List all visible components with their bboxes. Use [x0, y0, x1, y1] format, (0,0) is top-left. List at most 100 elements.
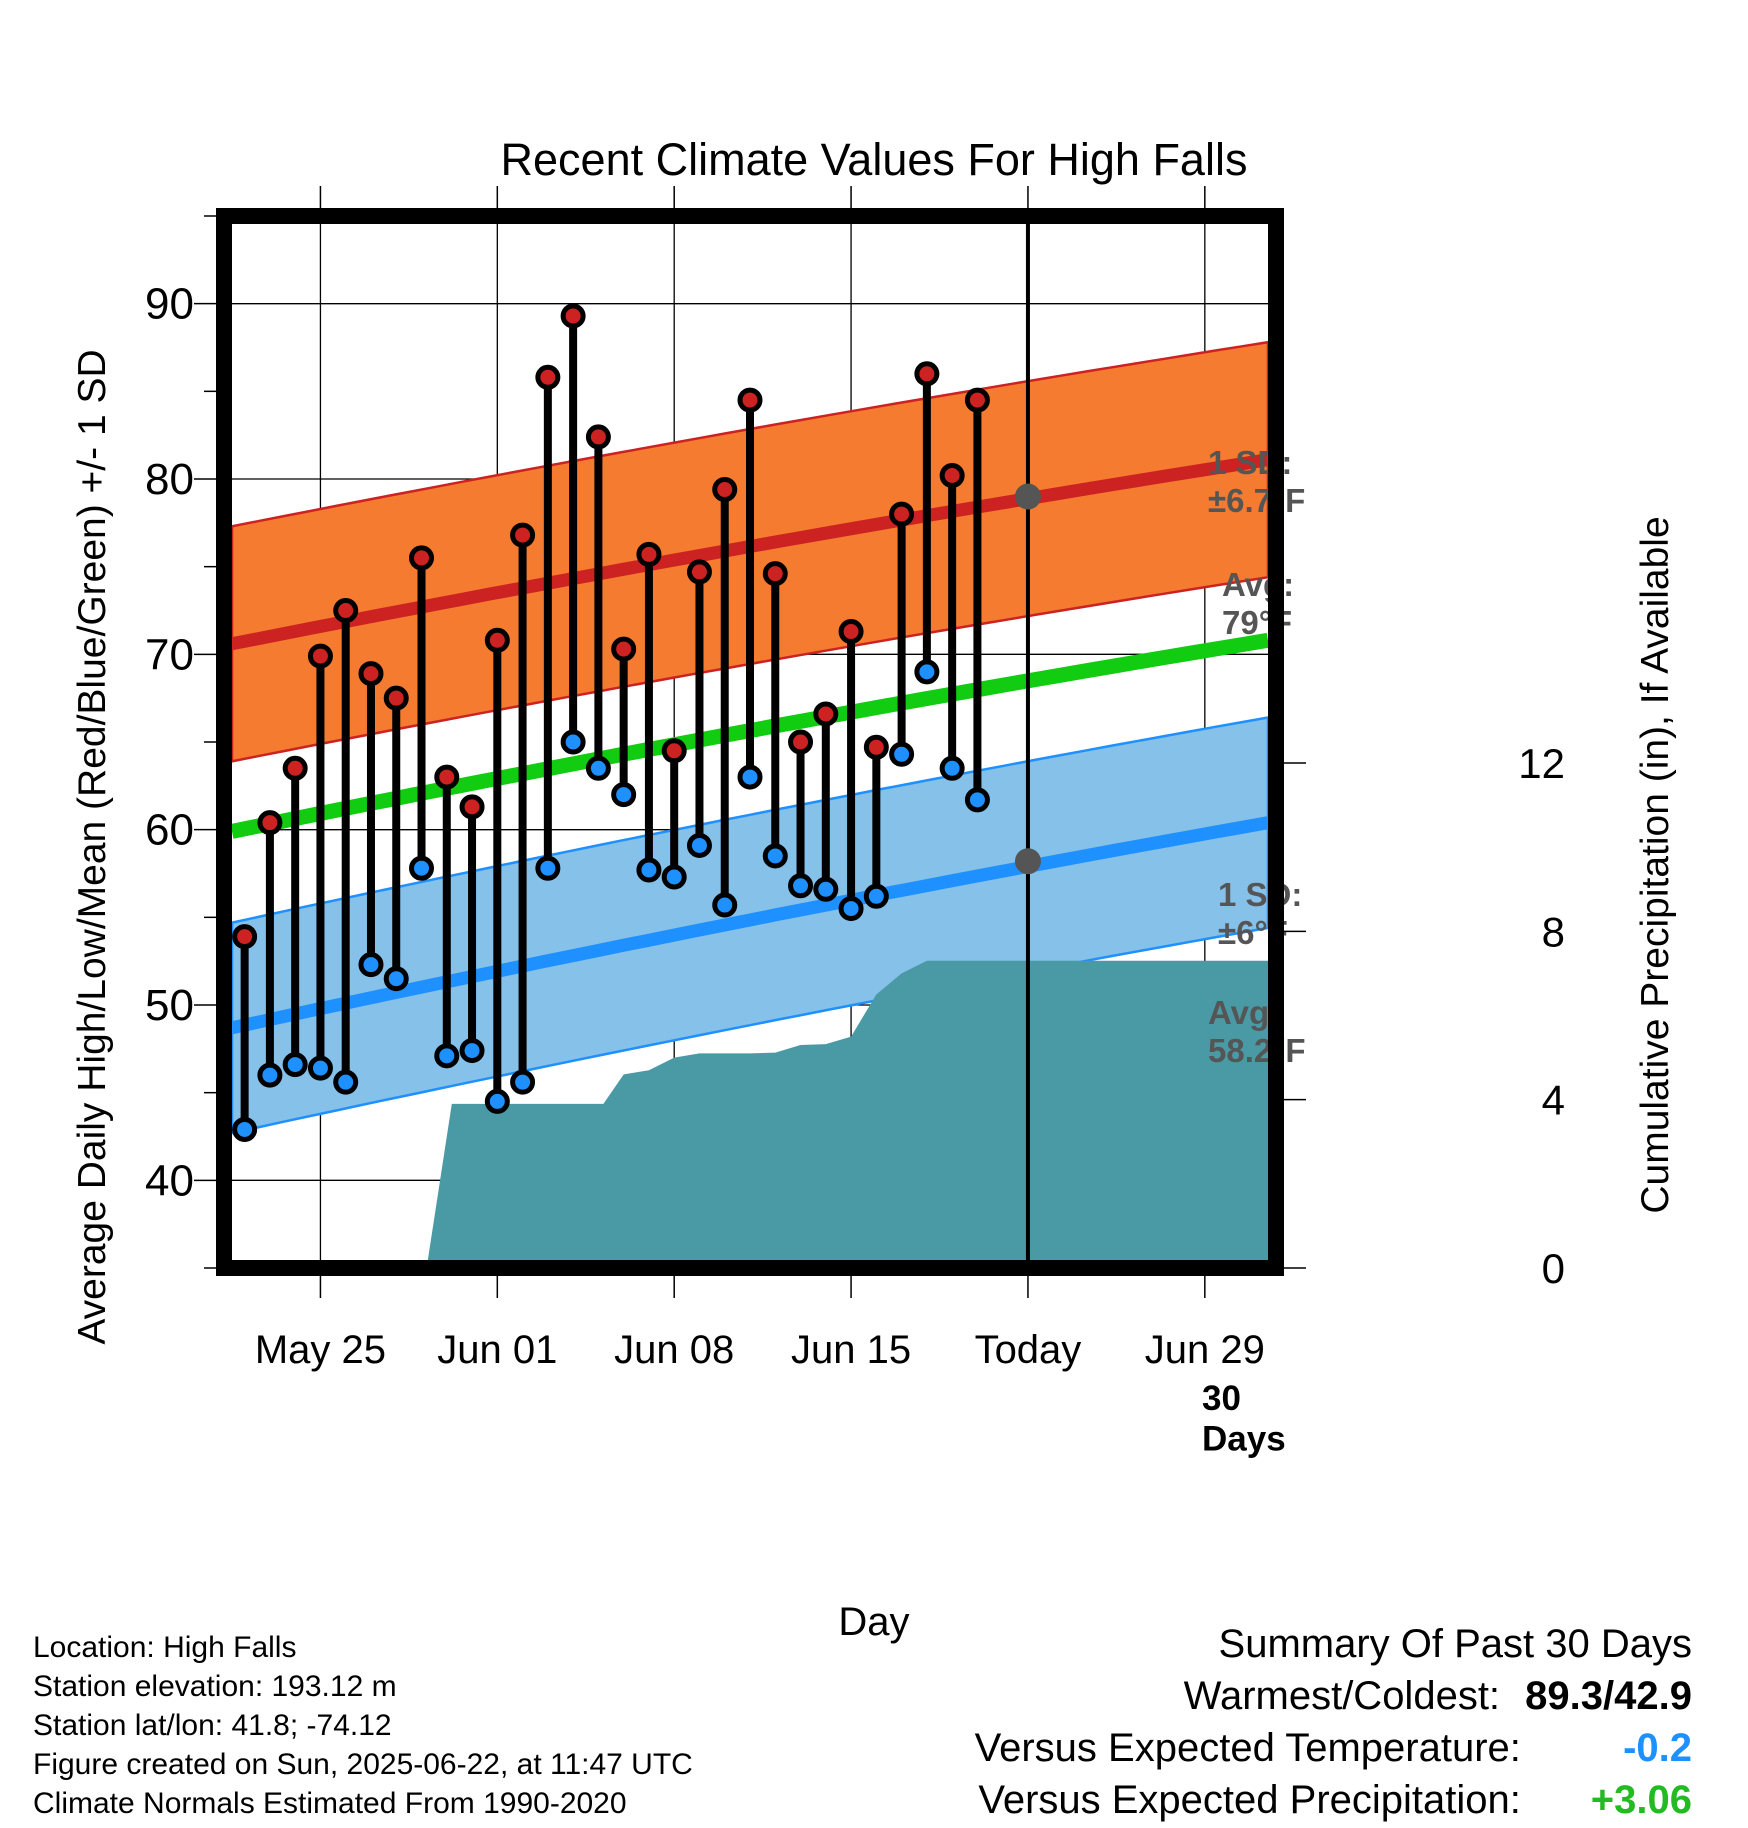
daily-high-point — [712, 477, 738, 503]
daily-low-point — [409, 855, 435, 881]
elevation-text: Station elevation: 193.12 m — [33, 1670, 397, 1703]
warm-cold-row: Warmest/Coldest: 89.3/42.9 — [975, 1670, 1692, 1722]
precip-area — [427, 960, 1268, 1260]
precip-row: Versus Expected Precipitation: +3.06 — [975, 1774, 1692, 1826]
x-tick-label: May 25 — [255, 1328, 386, 1372]
daily-low-point — [838, 896, 864, 922]
daily-low-point — [358, 952, 384, 978]
y-left-tick-label: 70 — [145, 630, 194, 679]
daily-low-point — [257, 1062, 283, 1088]
daily-low-point — [282, 1052, 308, 1078]
daily-high-point — [914, 361, 940, 387]
x-tick-label: Jun 08 — [614, 1328, 734, 1372]
chart-title: Recent Climate Values For High Falls — [501, 134, 1248, 185]
summary-panel: Summary Of Past 30 Days Warmest/Coldest:… — [975, 1618, 1692, 1826]
daily-high-point — [434, 764, 460, 790]
daily-low-point — [914, 659, 940, 685]
daily-low-point — [686, 832, 712, 858]
x-tick-label: Jun 15 — [791, 1328, 911, 1372]
daily-low-point — [762, 843, 788, 869]
warm-cold-value: 89.3/42.9 — [1525, 1674, 1692, 1718]
y-right-tick-label: 12 — [1518, 740, 1565, 787]
daily-low-point — [232, 1116, 258, 1142]
daily-high-point — [838, 619, 864, 645]
daily-low-point — [788, 873, 814, 899]
daily-high-point — [737, 387, 763, 413]
daily-low-point — [307, 1055, 333, 1081]
today-high-avg-marker — [1014, 483, 1041, 510]
high-sd-annotation: 1 SD: ±6.7°F — [1208, 444, 1305, 519]
temp-label: Versus Expected Temperature: — [974, 1726, 1521, 1770]
daily-high-point — [636, 541, 662, 567]
daily-high-point — [889, 501, 915, 527]
daily-high-point — [560, 303, 586, 329]
today-low-avg-marker — [1014, 848, 1041, 875]
daily-high-point — [383, 685, 409, 711]
daily-low-point — [560, 729, 586, 755]
y-axis-left-label: Average Daily High/Low/Mean (Red/Blue/Gr… — [71, 349, 114, 1344]
temp-row: Versus Expected Temperature: -0.2 — [975, 1722, 1692, 1774]
daily-high-point — [788, 729, 814, 755]
x-axis-label: Day — [838, 1600, 909, 1644]
x-tick-label: Jun 01 — [437, 1328, 557, 1372]
daily-high-point — [535, 364, 561, 390]
daily-low-point — [636, 857, 662, 883]
daily-high-point — [358, 661, 384, 687]
daily-high-point — [257, 810, 283, 836]
daily-high-point — [964, 387, 990, 413]
daily-high-point — [282, 755, 308, 781]
daily-low-point — [333, 1069, 359, 1095]
created-text: Figure created on Sun, 2025-06-22, at 11… — [33, 1748, 693, 1781]
today-days-annotation: 30 Days — [1202, 1379, 1286, 1458]
daily-low-point — [889, 741, 915, 767]
y-left-tick-label: 40 — [145, 1156, 194, 1205]
daily-high-point — [863, 734, 889, 760]
daily-low-point — [964, 787, 990, 813]
normal-low-line — [232, 816, 1268, 1035]
y-right-tick-label: 8 — [1542, 908, 1565, 955]
daily-high-point — [510, 522, 536, 548]
y-right-tick-label: 0 — [1542, 1245, 1565, 1292]
precip-label: Versus Expected Precipitation: — [978, 1778, 1521, 1822]
daily-low-point — [737, 764, 763, 790]
daily-high-point — [762, 561, 788, 587]
y-right-tick-label: 4 — [1542, 1077, 1565, 1124]
precip-value: +3.06 — [1590, 1778, 1692, 1822]
station-info: Location: High Falls Station elevation: … — [33, 1628, 693, 1823]
daily-high-point — [686, 559, 712, 585]
x-tick-label: Jun 29 — [1145, 1328, 1265, 1372]
daily-low-point — [484, 1088, 510, 1114]
daily-high-point — [611, 636, 637, 662]
daily-high-point — [585, 424, 611, 450]
daily-low-point — [510, 1069, 536, 1095]
y-axis-right-label: Cumulative Precipitation (in), If Availa… — [1634, 516, 1677, 1213]
daily-low-point — [383, 966, 409, 992]
daily-low-point — [863, 883, 889, 909]
latlon-text: Station lat/lon: 41.8; -74.12 — [33, 1709, 392, 1742]
x-tick-label: Today — [975, 1328, 1082, 1372]
low-sd-annotation: 1 SD: ±6°F — [1218, 876, 1302, 951]
daily-low-point — [459, 1038, 485, 1064]
warm-cold-label: Warmest/Coldest: — [1183, 1674, 1501, 1718]
daily-low-point — [712, 892, 738, 918]
daily-high-point — [409, 545, 435, 571]
y-left-tick-label: 80 — [145, 455, 194, 504]
daily-high-point — [939, 462, 965, 488]
y-left-tick-label: 50 — [145, 981, 194, 1030]
daily-low-point — [939, 755, 965, 781]
normals-text: Climate Normals Estimated From 1990-2020 — [33, 1787, 627, 1820]
plot-frame — [216, 208, 1284, 1276]
temp-value: -0.2 — [1623, 1726, 1692, 1770]
y-left-tick-label: 60 — [145, 806, 194, 855]
daily-low-point — [661, 864, 687, 890]
daily-low-point — [611, 782, 637, 808]
daily-high-point — [333, 598, 359, 623]
daily-high-point — [813, 701, 839, 727]
daily-high-point — [459, 794, 485, 820]
summary-title: Summary Of Past 30 Days — [1218, 1622, 1692, 1666]
daily-low-point — [434, 1043, 460, 1069]
y-left-tick-label: 90 — [145, 280, 194, 329]
daily-low-point — [535, 855, 561, 881]
location-text: Location: High Falls — [33, 1631, 297, 1664]
